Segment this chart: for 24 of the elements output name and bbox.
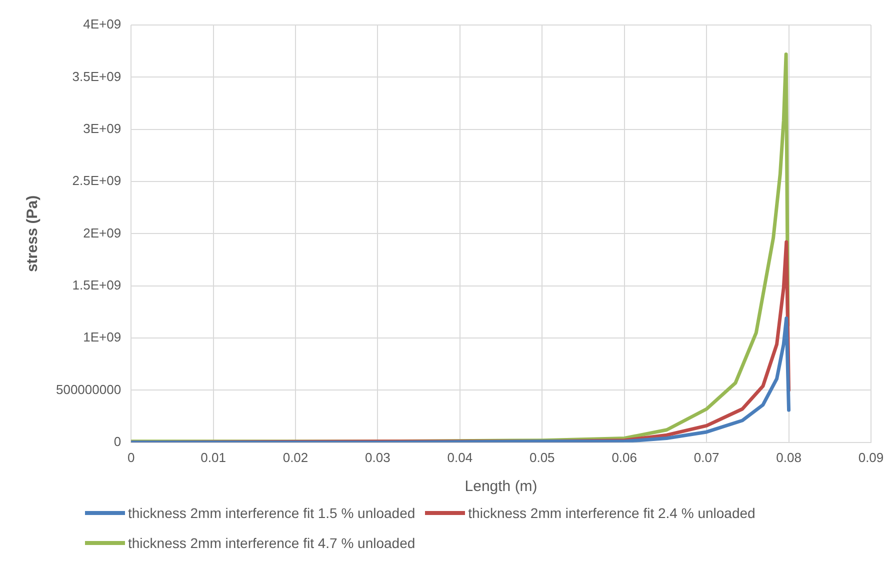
x-tick-label: 0.09 [858,450,884,465]
y-tick-label: 2E+09 [83,225,122,240]
x-tick-label: 0.08 [776,450,802,465]
y-tick-label: 3.5E+09 [72,68,122,84]
legend-label: thickness 2mm interference fit 4.7 % unloaded [128,535,416,551]
x-tick-label: 0.07 [694,450,720,465]
x-tick-label: 0.04 [447,450,473,465]
y-tick-label: 4E+09 [83,16,122,32]
x-tick-label: 0 [127,450,135,465]
x-tick-label: 0.02 [282,450,308,465]
y-tick-label: 0 [114,434,122,449]
y-tick-label: 2.5E+09 [72,173,122,188]
x-tick-label: 0.01 [200,450,226,465]
legend-label: thickness 2mm interference fit 2.4 % unloaded [468,505,756,521]
y-tick-label: 1E+09 [83,330,122,345]
x-tick-label: 0.06 [612,450,638,465]
x-axis-title: Length (m) [464,478,538,496]
y-tick-label: 3E+09 [83,120,122,136]
y-axis-title: stress (Pa) [24,195,42,272]
y-tick-label: 500000000 [56,382,122,397]
x-tick-label: 0.05 [529,450,555,465]
legend-label: thickness 2mm interference fit 1.5 % unloaded [128,505,416,521]
y-tick-label: 1.5E+09 [72,277,122,292]
x-tick-label: 0.03 [365,450,390,465]
